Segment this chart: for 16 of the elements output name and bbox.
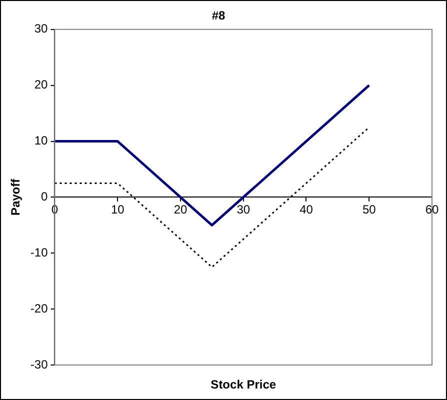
y-tick-label: -30 bbox=[30, 357, 48, 372]
x-tick-label: 40 bbox=[300, 202, 314, 217]
y-tick-label: 30 bbox=[34, 22, 48, 36]
y-tick-label: -20 bbox=[30, 301, 48, 316]
x-tick-label: 10 bbox=[110, 202, 125, 217]
y-axis-title: Payoff bbox=[8, 178, 23, 216]
x-tick-label: 50 bbox=[362, 202, 376, 217]
x-tick-label: 20 bbox=[174, 202, 188, 217]
y-tick-label: -10 bbox=[30, 245, 48, 260]
x-axis-title: Stock Price bbox=[210, 377, 276, 392]
x-tick-label: 30 bbox=[236, 202, 250, 217]
chart-title: #8 bbox=[212, 8, 226, 23]
x-tick-label: 60 bbox=[425, 202, 439, 217]
y-tick-label: 10 bbox=[34, 134, 48, 148]
y-tick-label: 0 bbox=[41, 190, 48, 204]
y-tick-label: 20 bbox=[34, 78, 48, 92]
